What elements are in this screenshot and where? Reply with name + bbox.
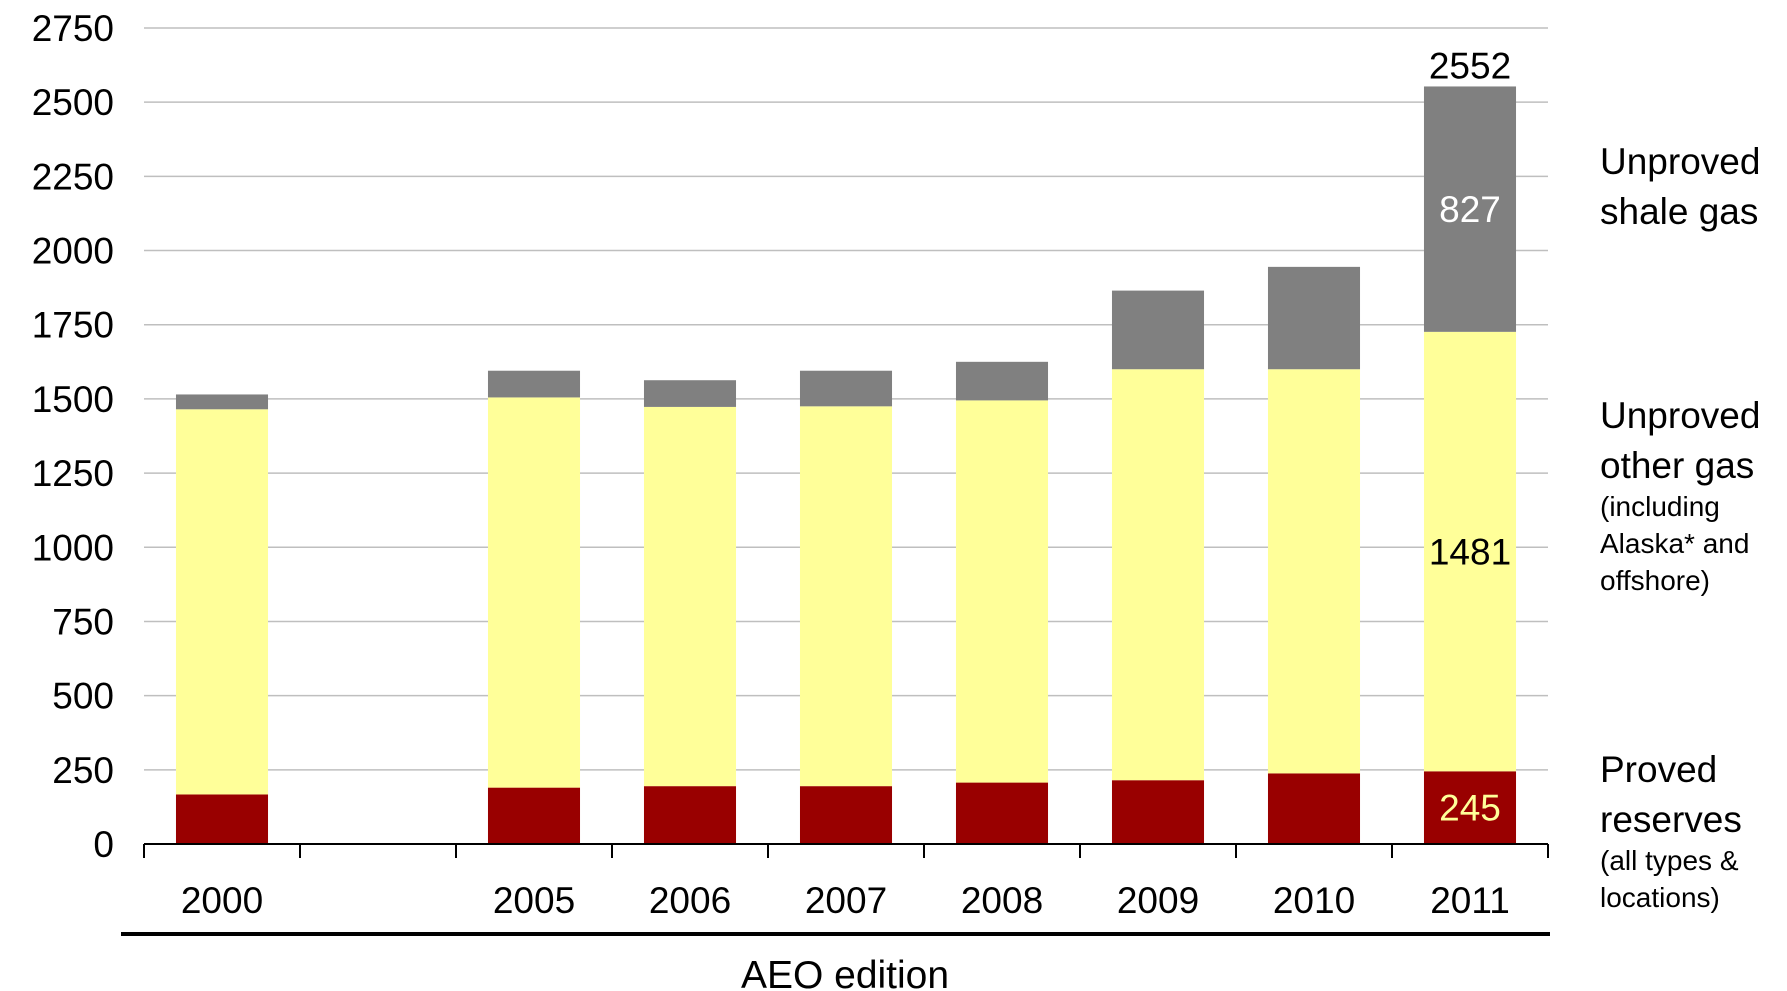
bar-proved-reserves-2009 [1111, 780, 1205, 844]
bar-proved-reserves-2005 [487, 787, 581, 844]
legend-entry-unproved-other-gas: Unproved other gas (including Alaska* and of… [1600, 395, 1760, 596]
legend: Unproved shale gas Unproved other gas (inclu… [1600, 141, 1760, 913]
legend-label-proved-reserves-1: reserves [1600, 799, 1742, 840]
y-tick-label-1250: 1250 [32, 453, 114, 494]
legend-entry-proved-reserves: Proved reserves (all types & locations) [1600, 749, 1742, 913]
y-tick-label-250: 250 [52, 750, 114, 791]
y-tick-label-2000: 2000 [32, 231, 114, 272]
bar-proved-reserves-2000 [175, 794, 269, 844]
bar-unproved-other-gas-2010 [1267, 369, 1361, 774]
legend-label-proved-reserves-0: Proved [1600, 749, 1717, 790]
legend-note-unproved-other-gas-0: (including [1600, 491, 1720, 522]
bar-proved-reserves-2011 [1423, 771, 1517, 844]
bar-unproved-shale-gas-2006 [643, 380, 737, 407]
y-tick-label-2750: 2750 [32, 8, 114, 49]
y-tick-label-2500: 2500 [32, 82, 114, 123]
bar-unproved-shale-gas-2007 [799, 370, 893, 407]
bar-unproved-other-gas-2000 [175, 409, 269, 795]
bar-unproved-shale-gas-2010 [1267, 266, 1361, 370]
legend-entry-unproved-shale-gas: Unproved shale gas [1600, 141, 1760, 232]
bar-proved-reserves-2010 [1267, 773, 1361, 844]
x-tick-label-2005: 2005 [493, 880, 575, 921]
x-tick-label-2010: 2010 [1273, 880, 1355, 921]
legend-note-proved-reserves-1: locations) [1600, 882, 1720, 913]
bar-unproved-shale-gas-2011 [1423, 86, 1517, 332]
bar-unproved-other-gas-2006 [643, 406, 737, 787]
y-tick-label-500: 500 [52, 676, 114, 717]
y-tick-label-0: 0 [93, 824, 114, 865]
bar-unproved-other-gas-2005 [487, 397, 581, 788]
x-tick-labels: 2000 2005 2006 2007 2008 2009 2010 2011 [181, 880, 1510, 921]
y-tick-label-1750: 1750 [32, 305, 114, 346]
bar-unproved-shale-gas-2005 [487, 370, 581, 398]
x-axis-title: AEO edition [741, 954, 949, 991]
bar-proved-reserves-2007 [799, 786, 893, 844]
legend-note-proved-reserves-0: (all types & [1600, 845, 1739, 876]
x-tick-label-2011: 2011 [1430, 880, 1510, 921]
bar-unproved-other-gas-2011 [1423, 331, 1517, 772]
y-tick-label-750: 750 [52, 601, 114, 642]
legend-label-unproved-other-gas-1: other gas [1600, 445, 1754, 486]
bar-unproved-other-gas-2007 [799, 406, 893, 787]
bar-unproved-shale-gas-2008 [955, 361, 1049, 401]
x-tick-label-2000: 2000 [181, 880, 263, 921]
axes [143, 843, 1549, 858]
bar-proved-reserves-2006 [643, 786, 737, 844]
data-label-unproved-other-gas-2011: 1481 [1429, 532, 1511, 573]
data-label-proved-reserves-2011: 245 [1439, 788, 1501, 829]
y-tick-labels: 0 250 500 750 1000 1250 1500 1750 2000 2250 2500 27… [32, 8, 114, 865]
data-label-total-2011: 2552 [1429, 45, 1511, 86]
legend-note-unproved-other-gas-1: Alaska* and [1600, 528, 1749, 559]
y-tick-label-1500: 1500 [32, 379, 114, 420]
bar-unproved-shale-gas-2000 [175, 394, 269, 410]
bar-unproved-other-gas-2008 [955, 400, 1049, 783]
x-tick-label-2007: 2007 [805, 880, 887, 921]
x-tick-label-2009: 2009 [1117, 880, 1199, 921]
bar-unproved-other-gas-2009 [1111, 369, 1205, 781]
y-tick-label-2250: 2250 [32, 156, 114, 197]
bars [175, 86, 1517, 844]
legend-note-unproved-other-gas-2: offshore) [1600, 565, 1710, 596]
bar-proved-reserves-2008 [955, 782, 1049, 844]
legend-label-unproved-other-gas-0: Unproved [1600, 395, 1760, 436]
x-tick-label-2006: 2006 [649, 880, 731, 921]
x-tick-label-2008: 2008 [961, 880, 1043, 921]
y-tick-label-1000: 1000 [32, 527, 114, 568]
legend-label-unproved-shale-gas-1: shale gas [1600, 191, 1758, 232]
legend-label-unproved-shale-gas-0: Unproved [1600, 141, 1760, 182]
data-labels: 2552 827 1481 245 [1429, 45, 1511, 828]
data-label-unproved-shale-gas-2011: 827 [1439, 189, 1501, 230]
bar-unproved-shale-gas-2009 [1111, 290, 1205, 370]
